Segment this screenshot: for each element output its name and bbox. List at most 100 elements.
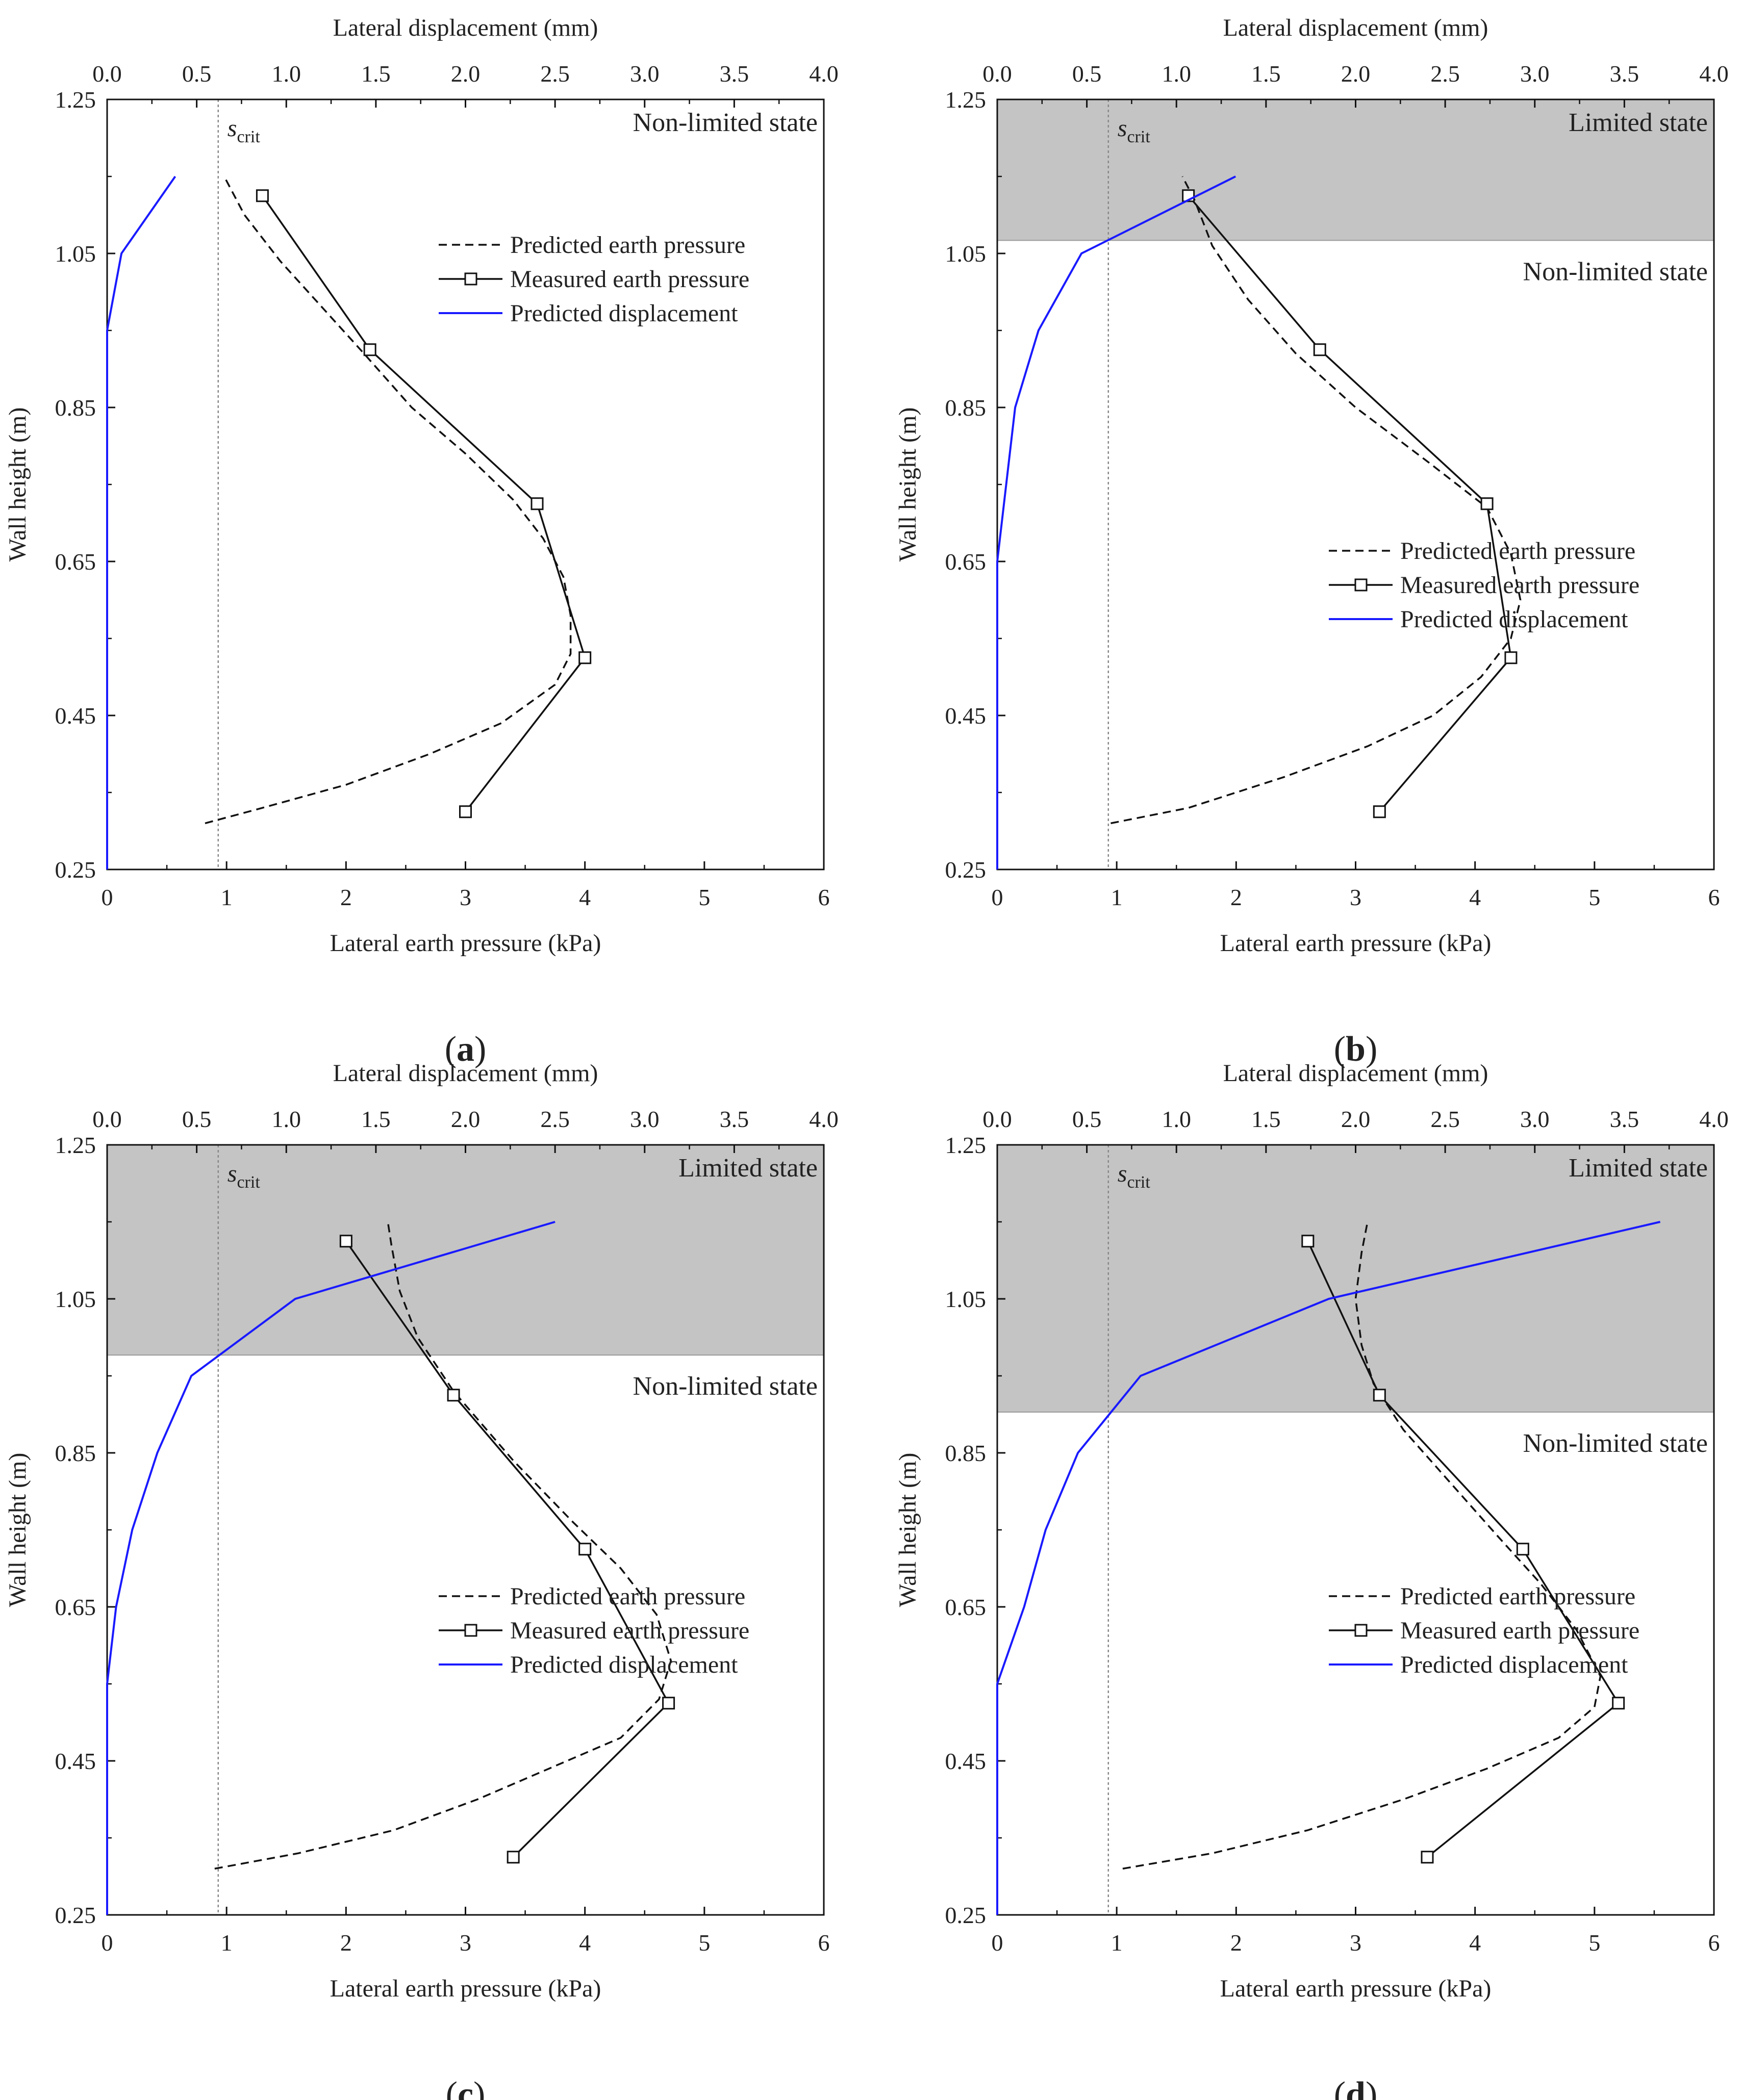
caption-letter: d	[1346, 2075, 1366, 2100]
x-tick-label: 3	[460, 884, 471, 910]
legend-label-predicted-displacement: Predicted displacement	[1400, 606, 1628, 633]
legend-marker-measured-pressure	[1354, 578, 1368, 592]
region-label-limited: Limited state	[678, 1154, 818, 1183]
y-tick-label: 1.05	[945, 1286, 987, 1312]
caption-close-paren: )	[474, 1030, 486, 1069]
x-axis-title: Lateral earth pressure (kPa)	[1220, 1975, 1492, 2002]
series-predicted-earth-pressure	[205, 176, 572, 825]
region-label-limited: Limited state	[1569, 108, 1708, 137]
y-tick-label: 0.85	[945, 395, 987, 421]
panel-caption: (d)	[1334, 2075, 1378, 2100]
scrit-subscript: crit	[237, 127, 260, 146]
panel-a: scrit 0 1 2 3 4 5 6 0.0 0.5 1.0 1.5 2.0 2.5 3.0 3.5 4.0 0…	[4, 14, 839, 1069]
x-tick-label: 2	[1230, 884, 1242, 910]
x-tick-label: 4	[579, 884, 591, 910]
series-predicted-earth-pressure	[1110, 176, 1522, 825]
legend-label-predicted-displacement: Predicted displacement	[510, 300, 738, 327]
x-tick-label: 6	[1708, 884, 1720, 910]
measured-point-marker	[1612, 1697, 1625, 1710]
x2-tick-label: 4.0	[809, 1106, 839, 1132]
legend-marker-measured-pressure	[464, 272, 477, 286]
x-tick-label: 1	[1111, 1930, 1123, 1956]
region-label-non-limited: Non-limited state	[1523, 257, 1708, 286]
x2-tick-label: 0.5	[1072, 1106, 1102, 1132]
legend-marker-measured-pressure	[1354, 1624, 1368, 1637]
x-tick-label: 1	[1111, 884, 1123, 910]
x-tick-label: 4	[579, 1930, 591, 1956]
x-tick-label: 4	[1469, 1930, 1481, 1956]
panel-caption: (c)	[446, 2075, 486, 2100]
y-tick-label: 1.05	[55, 241, 96, 267]
panel-d: scrit 0 1 2 3 4 5 6 0.0 0.5 1.0 1.5 2.0 2.5 3.0 3.5 4.0 0…	[894, 1060, 1729, 2100]
series-predicted-displacement	[106, 175, 176, 869]
x2-tick-label: 3.5	[1610, 61, 1639, 87]
x2-tick-label: 2.5	[540, 61, 570, 87]
x2-tick-label: 0.0	[982, 1106, 1012, 1132]
measured-point-marker	[256, 189, 269, 202]
panel-caption: (a)	[445, 1030, 487, 1069]
measured-point-marker	[531, 497, 544, 510]
x2-tick-label: 0.0	[92, 1106, 122, 1132]
series-predicted-displacement	[996, 175, 1236, 869]
region-label-non-limited: Non-limited state	[633, 1372, 818, 1401]
region-label-non-limited: Non-limited state	[1523, 1429, 1708, 1458]
x2-axis-title: Lateral displacement (mm)	[1223, 14, 1488, 41]
measured-point-marker	[363, 343, 376, 356]
y-tick-label: 0.25	[55, 1902, 96, 1928]
x-tick-label: 1	[221, 884, 233, 910]
legend-label-measured-pressure: Measured earth pressure	[1400, 1617, 1639, 1644]
measured-point-marker	[1504, 651, 1518, 664]
y-axis-title: Wall height (m)	[4, 1453, 31, 1607]
scrit-symbol: s	[1118, 1160, 1127, 1187]
scrit-label: scrit	[228, 1160, 261, 1192]
measured-point-marker	[339, 1235, 352, 1248]
caption-letter: c	[458, 2075, 473, 2100]
limited-state-region	[997, 99, 1714, 241]
measured-point-marker	[1313, 343, 1326, 356]
scrit-label: scrit	[1118, 115, 1151, 146]
x2-axis-title: Lateral displacement (mm)	[333, 1060, 598, 1087]
y-tick-label: 1.25	[945, 87, 987, 113]
x-tick-label: 2	[340, 884, 352, 910]
x-tick-label: 5	[1588, 1930, 1600, 1956]
scrit-symbol: s	[228, 115, 237, 142]
x2-tick-label: 4.0	[1699, 61, 1729, 87]
legend-label-predicted-displacement: Predicted displacement	[510, 1651, 738, 1678]
measured-point-marker	[1301, 1235, 1315, 1248]
caption-open-paren: (	[445, 1030, 457, 1069]
measured-point-marker	[447, 1389, 460, 1402]
limited-state-region	[997, 1145, 1714, 1412]
x2-tick-label: 3.5	[720, 61, 749, 87]
x2-tick-label: 1.5	[361, 1106, 391, 1132]
y-tick-label: 0.45	[55, 703, 96, 729]
scrit-symbol: s	[228, 1160, 237, 1187]
x2-tick-label: 1.0	[272, 1106, 301, 1132]
measured-point-marker	[1421, 1851, 1434, 1864]
x2-tick-label: 3.0	[1520, 61, 1550, 87]
y-tick-label: 0.25	[55, 857, 96, 883]
y-tick-label: 0.45	[945, 1748, 987, 1774]
plot-frame	[106, 98, 825, 870]
x2-tick-label: 2.0	[1341, 61, 1371, 87]
x-tick-label: 0	[992, 1930, 1003, 1956]
measured-point-marker	[507, 1851, 520, 1864]
scrit-label: scrit	[1118, 1160, 1151, 1192]
y-axis-title: Wall height (m)	[894, 407, 921, 562]
y-tick-label: 0.85	[945, 1440, 987, 1466]
x2-tick-label: 3.0	[1520, 1106, 1550, 1132]
measured-point-marker	[1480, 497, 1494, 510]
x-tick-label: 3	[1350, 1930, 1361, 1956]
measured-point-marker	[1373, 1389, 1386, 1402]
x2-tick-label: 0.5	[182, 61, 212, 87]
legend-label-predicted-displacement: Predicted displacement	[1400, 1651, 1628, 1678]
legend: Predicted earth pressure Measured earth p…	[1329, 537, 1639, 633]
x2-tick-label: 0.5	[182, 1106, 212, 1132]
x-tick-label: 0	[102, 1930, 113, 1956]
x2-tick-label: 3.0	[630, 1106, 660, 1132]
region-label-limited: Limited state	[1569, 1154, 1708, 1183]
x-tick-label: 6	[818, 1930, 830, 1956]
x2-tick-label: 2.5	[1430, 61, 1460, 87]
legend-label-measured-pressure: Measured earth pressure	[510, 266, 749, 293]
x-tick-label: 1	[221, 1930, 233, 1956]
